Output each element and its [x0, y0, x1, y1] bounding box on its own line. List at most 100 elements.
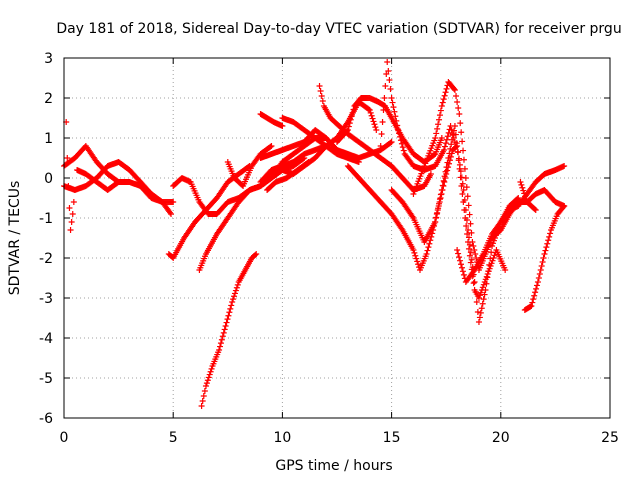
- data-point-interp: [444, 133, 451, 140]
- data-point-interp: [202, 253, 209, 260]
- data-point-interp: [441, 143, 448, 150]
- data-point-interp: [473, 299, 480, 305]
- data-point-interp: [471, 247, 478, 253]
- data-point-interp: [454, 99, 461, 105]
- data-point: [484, 271, 491, 277]
- data-point-interp: [457, 174, 464, 181]
- data-point-interp: [420, 165, 427, 172]
- data-point-interp: [231, 290, 238, 297]
- data-point-interp: [378, 131, 385, 137]
- data-point-interp: [252, 252, 259, 258]
- data-point-interp: [390, 104, 397, 111]
- data-point-interp: [278, 122, 285, 129]
- data-point-interp: [459, 138, 466, 145]
- plot-frame: [63, 57, 611, 419]
- chart-title: Day 181 of 2018, Sidereal Day-to-day VTE…: [56, 21, 621, 37]
- data-point-interp: [208, 365, 215, 372]
- data-point-interp: [426, 172, 433, 179]
- data-point-interp: [491, 252, 498, 259]
- y-tick-label: 0: [44, 171, 53, 187]
- data-series-arc-17: [334, 95, 445, 165]
- data-point-interp: [386, 208, 393, 215]
- data-point-interp: [474, 309, 481, 315]
- data-point-interp: [433, 214, 440, 221]
- data-point-interp: [560, 204, 567, 211]
- data-point-interp: [465, 202, 472, 209]
- data-point-interp: [436, 200, 443, 207]
- data-point-interp: [530, 205, 537, 212]
- data-point-interp: [546, 233, 553, 240]
- data-point-interp: [434, 125, 441, 132]
- data-point-interp: [531, 292, 538, 299]
- data-point-interp: [422, 253, 429, 260]
- data-point-interp: [365, 106, 372, 113]
- data-point-interp: [477, 289, 484, 296]
- data-point-interp: [451, 145, 458, 151]
- data-point-interp: [304, 159, 311, 166]
- data-point: [454, 247, 461, 253]
- data-point-interp: [456, 254, 463, 261]
- data-point: [69, 211, 76, 217]
- data-point: [534, 279, 541, 285]
- data-point-interp: [495, 221, 502, 228]
- data-point-interp: [445, 129, 452, 136]
- data-point-interp: [442, 168, 449, 175]
- data-point-interp: [520, 187, 527, 194]
- data-point-interp: [442, 89, 449, 96]
- data-point-interp: [397, 133, 404, 140]
- data-point: [458, 183, 465, 189]
- data-point-interp: [167, 209, 174, 216]
- data-point-interp: [166, 208, 173, 215]
- data-point-interp: [440, 177, 447, 184]
- data-point-interp: [146, 188, 153, 195]
- data-point-interp: [467, 220, 474, 227]
- data-point-interp: [334, 121, 341, 128]
- y-tick-label: -6: [39, 411, 53, 427]
- y-tick-label: 3: [44, 51, 53, 67]
- data-point-interp: [389, 99, 396, 106]
- data-point-interp: [439, 182, 446, 189]
- data-point-interp: [435, 205, 442, 212]
- data-point-interp: [539, 259, 546, 265]
- data-point-interp: [227, 305, 234, 312]
- data-point-interp: [411, 249, 418, 256]
- data-point-interp: [446, 150, 453, 157]
- data-point-interp: [350, 106, 357, 113]
- data-point-interp: [489, 257, 496, 264]
- grid: [64, 58, 610, 418]
- data-point-interp: [398, 140, 405, 147]
- data-point-interp: [251, 253, 258, 259]
- data-point-interp: [125, 179, 132, 185]
- data-point-interp: [224, 316, 231, 323]
- data-point-interp: [303, 160, 310, 167]
- data-point-interp: [375, 196, 382, 203]
- data-point-interp: [426, 240, 433, 247]
- data-point-interp: [409, 213, 416, 220]
- data-point: [222, 323, 229, 329]
- data-series-arc-15: [279, 115, 362, 165]
- data-point-interp: [203, 380, 210, 387]
- data-point-interp: [481, 279, 488, 285]
- data-point-interp: [342, 129, 349, 136]
- data-point-interp: [455, 157, 462, 164]
- data-point-interp: [527, 303, 534, 310]
- data-point-interp: [437, 107, 444, 114]
- data-point-interp: [347, 116, 354, 123]
- data-point-interp: [531, 206, 538, 213]
- data-point-interp: [483, 273, 490, 280]
- data-point-interp: [532, 289, 539, 296]
- data-series-arc-16: [316, 83, 434, 193]
- data-point-interp: [463, 184, 470, 191]
- data-point-interp: [454, 148, 461, 155]
- data-point-interp: [204, 377, 211, 384]
- x-tick-label: 25: [601, 430, 619, 446]
- data-point-interp: [226, 309, 233, 316]
- data-point-interp: [364, 184, 371, 191]
- data-series-arc-4: [74, 167, 133, 193]
- data-series-arc-1: [63, 119, 78, 233]
- data-series-arc-14: [257, 111, 286, 129]
- data-point-interp: [536, 271, 543, 277]
- data-point-interp: [482, 276, 489, 283]
- data-point-interp: [66, 205, 73, 211]
